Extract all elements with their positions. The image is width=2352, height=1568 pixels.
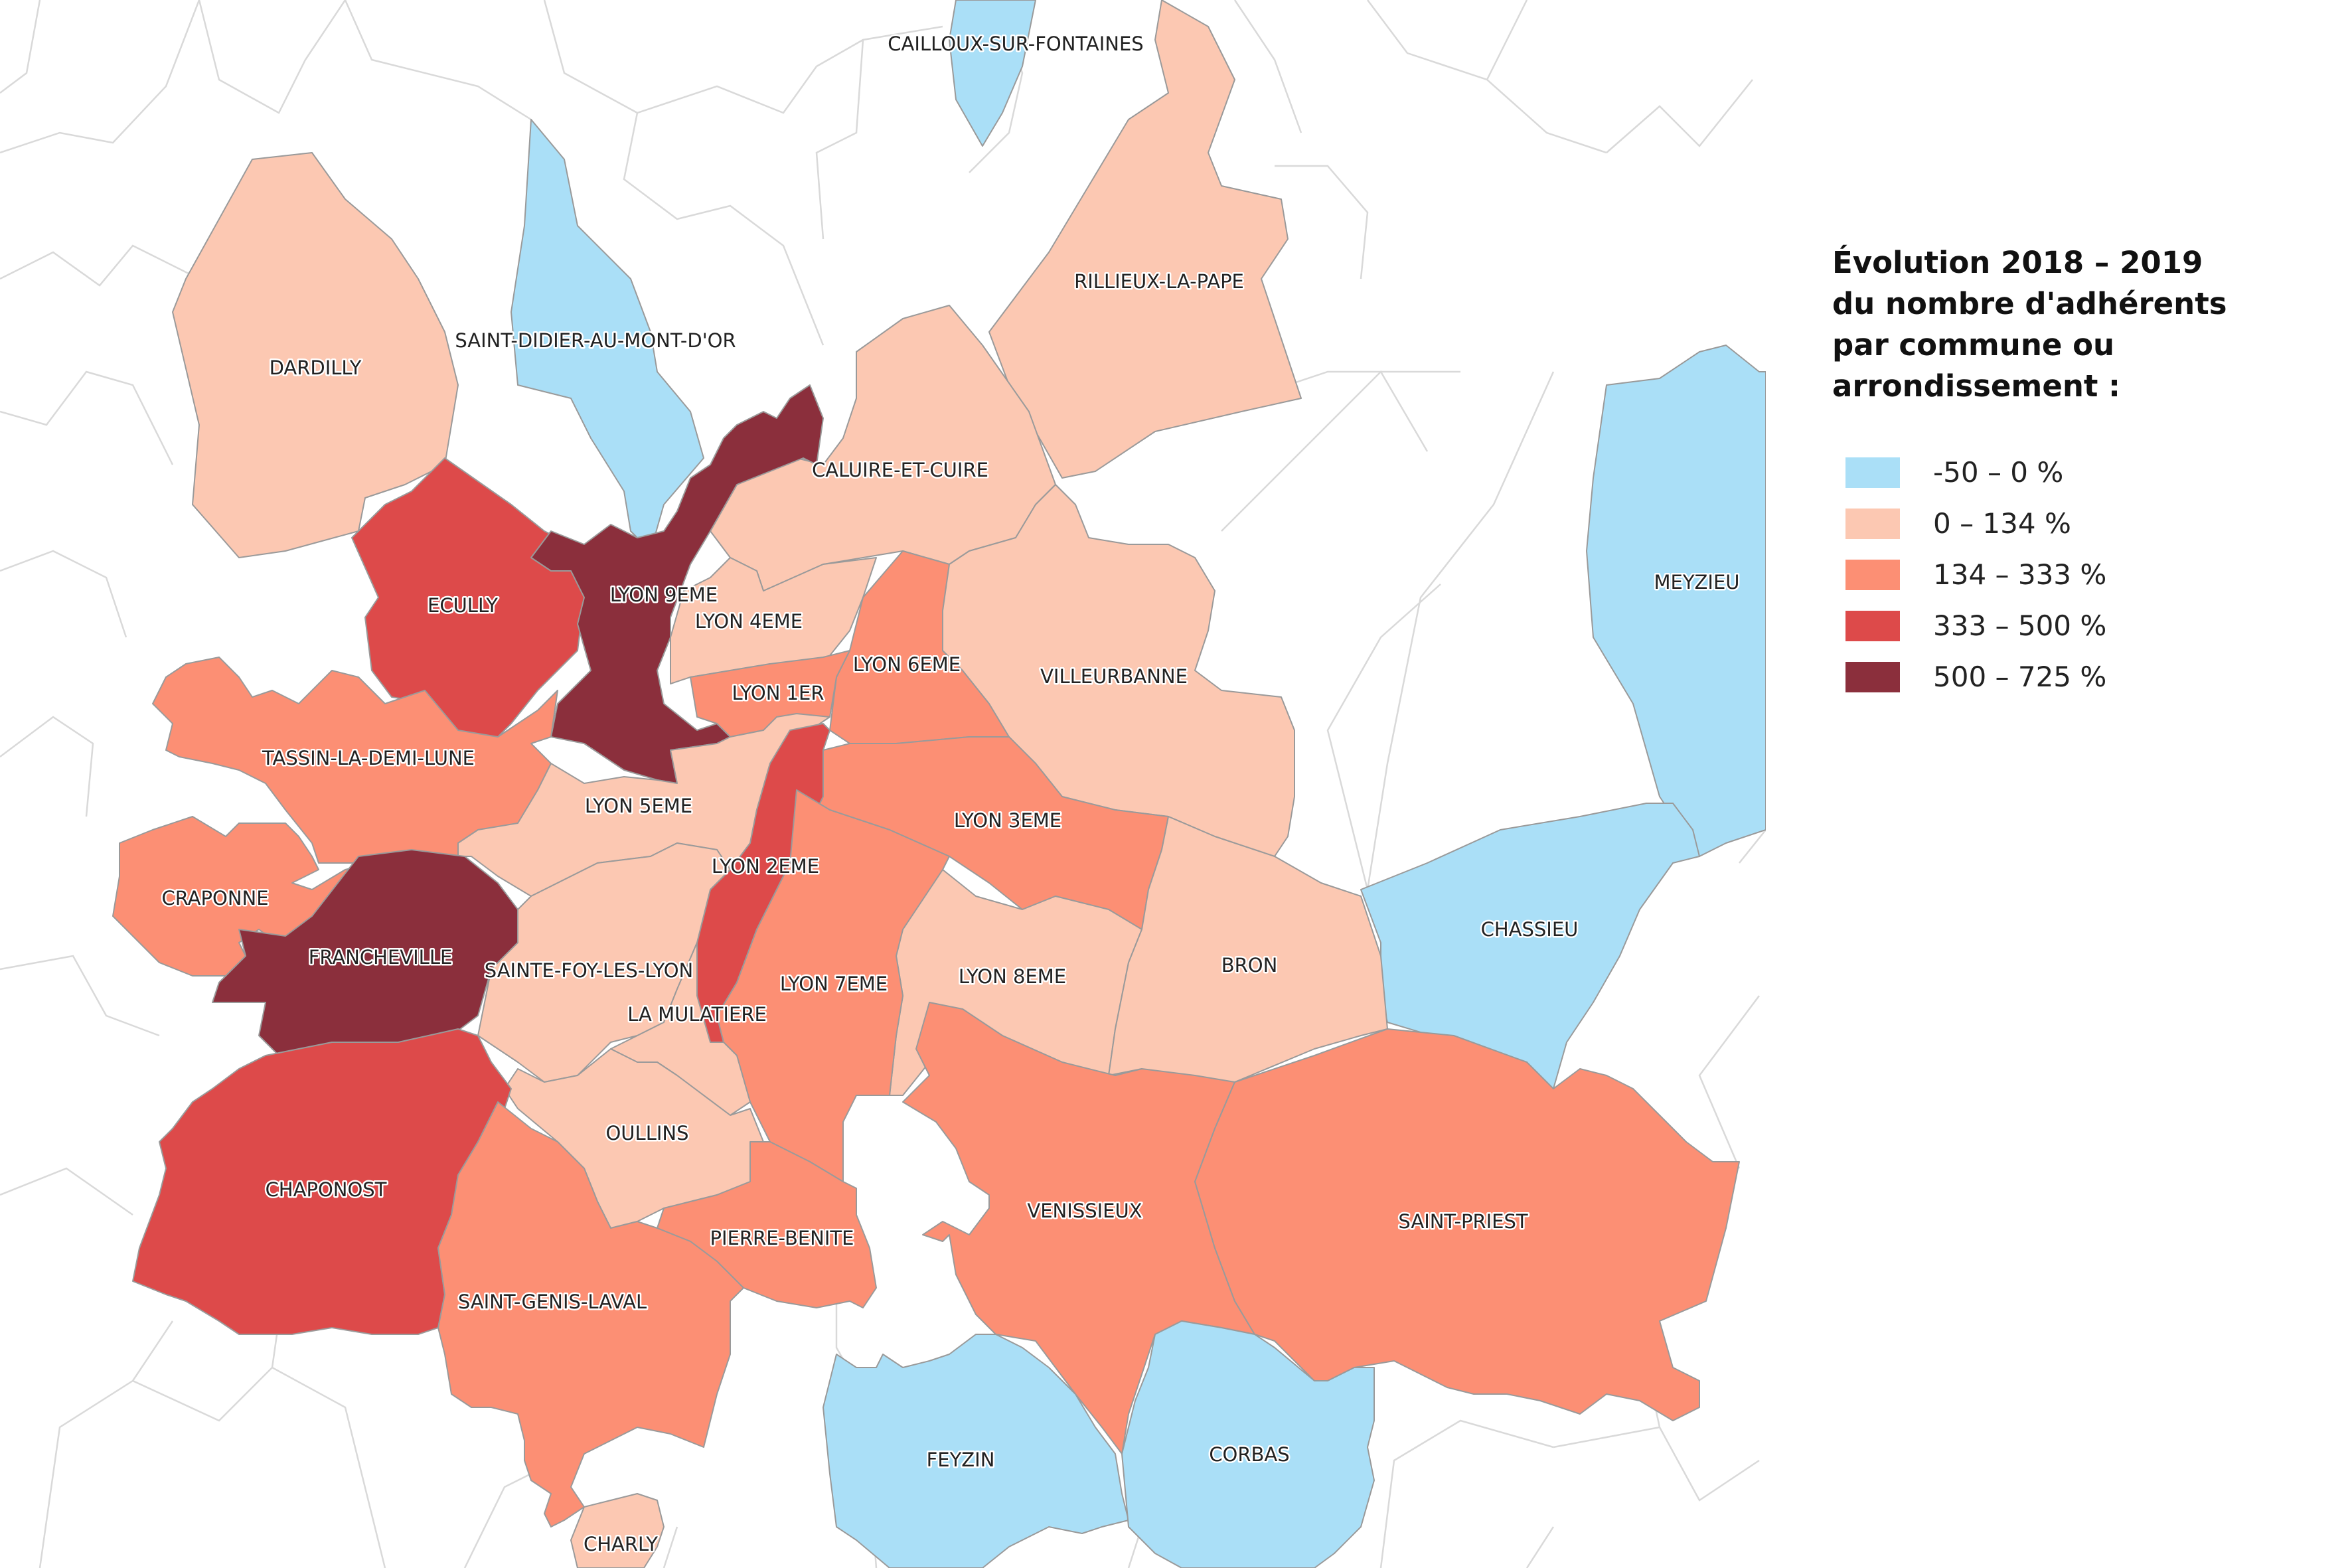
legend-item: 500 – 725 % [1832, 651, 2337, 702]
label-francheville: FRANCHEVILLE [309, 946, 453, 969]
label-chaponost: CHAPONOST [266, 1178, 387, 1201]
label-pierre-benite: PIERRE-BENITE [710, 1227, 854, 1249]
label-corbas: CORBAS [1209, 1443, 1289, 1466]
commune-meyzieu [1586, 345, 1766, 857]
label-saint-genis-laval: SAINT-GENIS-LAVAL [458, 1291, 647, 1313]
label-lyon-4eme: LYON 4EME [695, 610, 803, 633]
label-lyon-1er: LYON 1ER [732, 682, 824, 704]
legend-swatch [1845, 661, 1900, 692]
label-lyon-7eme: LYON 7EME [780, 973, 888, 995]
label-bron: BRON [1221, 954, 1278, 977]
label-cailloux-sur-fontaines: CAILLOUX-SUR-FONTAINES [888, 33, 1143, 55]
legend-label: -50 – 0 % [1933, 456, 2064, 489]
label-tassin-la-demi-lune: TASSIN-LA-DEMI-LUNE [262, 747, 475, 769]
label-lyon-3eme: LYON 3EME [954, 809, 1061, 832]
label-saint-priest: SAINT-PRIEST [1398, 1210, 1528, 1233]
legend-title-line: par commune ou [1832, 327, 2115, 362]
label-lyon-5eme: LYON 5EME [585, 795, 692, 817]
legend-item: -50 – 0 % [1832, 447, 2337, 498]
label-dardilly: DARDILLY [270, 356, 362, 379]
map-canvas: CAILLOUX-SUR-FONTAINES SAINT-DIDIER-AU-M… [0, 0, 1766, 1568]
legend-item: 134 – 333 % [1832, 549, 2337, 600]
commune-rillieux-la-pape [988, 0, 1302, 479]
commune-feyzin [823, 1334, 1129, 1568]
communes-layer [112, 0, 1766, 1568]
legend-title-line: arrondissement : [1832, 368, 2121, 404]
label-feyzin: FEYZIN [927, 1449, 995, 1471]
legend-swatch [1845, 559, 1900, 590]
commune-lyon-9eme [530, 384, 824, 784]
legend-label: 500 – 725 % [1933, 661, 2107, 693]
commune-cailloux-sur-fontaines [949, 0, 1036, 147]
label-meyzieu: MEYZIEU [1654, 571, 1739, 593]
label-craponne: CRAPONNE [161, 887, 268, 909]
legend-title-line: du nombre d'adhérents [1832, 286, 2227, 321]
commune-dardilly [172, 152, 459, 558]
label-lyon-8eme: LYON 8EME [959, 965, 1066, 988]
legend-title-line: Évolution 2018 – 2019 [1832, 245, 2203, 280]
legend-swatch [1845, 457, 1900, 488]
label-sainte-foy-les-lyon: SAINTE-FOY-LES-LYON [485, 959, 694, 982]
label-oullins: OULLINS [605, 1122, 688, 1144]
labels-layer: CAILLOUX-SUR-FONTAINES SAINT-DIDIER-AU-M… [160, 31, 1741, 1557]
label-lyon-6eme: LYON 6EME [853, 653, 961, 676]
commune-lyon-7eme [716, 789, 950, 1182]
label-rillieux-la-pape: RILLIEUX-LA-PAPE [1074, 270, 1244, 293]
commune-chassieu [1360, 803, 1700, 1089]
label-venissieux: VENISSIEUX [1027, 1200, 1142, 1222]
commune-saint-didier-au-mont-dor [510, 119, 704, 552]
commune-saint-genis-laval [437, 1101, 744, 1528]
choropleth-map: CAILLOUX-SUR-FONTAINES SAINT-DIDIER-AU-M… [0, 0, 1766, 1568]
label-lyon-9eme: LYON 9EME [610, 584, 718, 606]
label-villeurbanne: VILLEURBANNE [1040, 665, 1188, 688]
legend-item: 333 – 500 % [1832, 600, 2337, 651]
label-ecully: ECULLY [428, 594, 498, 617]
legend-swatch [1845, 610, 1900, 641]
commune-corbas [1121, 1320, 1375, 1568]
legend-items: -50 – 0 % 0 – 134 % 134 – 333 % 333 – 50… [1832, 447, 2337, 702]
label-lyon-2eme: LYON 2EME [712, 855, 819, 878]
legend-label: 134 – 333 % [1933, 558, 2107, 591]
commune-venissieux [902, 1002, 1255, 1454]
commune-chaponost [132, 1028, 512, 1335]
legend-item: 0 – 134 % [1832, 498, 2337, 549]
legend: Évolution 2018 – 2019 du nombre d'adhére… [1832, 242, 2337, 702]
label-caluire-et-cuire: CALUIRE-ET-CUIRE [812, 459, 988, 481]
commune-villeurbanne [942, 484, 1295, 857]
legend-title: Évolution 2018 – 2019 du nombre d'adhére… [1832, 242, 2337, 407]
commune-charly [570, 1493, 665, 1568]
legend-label: 0 – 134 % [1933, 507, 2071, 540]
label-la-mulatiere: LA MULATIERE [627, 1003, 767, 1026]
label-charly: CHARLY [584, 1533, 658, 1555]
legend-swatch [1845, 508, 1900, 539]
label-saint-didier-au-mont-dor: SAINT-DIDIER-AU-MONT-D'OR [455, 329, 736, 352]
label-chassieu: CHASSIEU [1481, 918, 1579, 941]
legend-label: 333 – 500 % [1933, 609, 2107, 642]
commune-saint-priest [1194, 1028, 1740, 1421]
